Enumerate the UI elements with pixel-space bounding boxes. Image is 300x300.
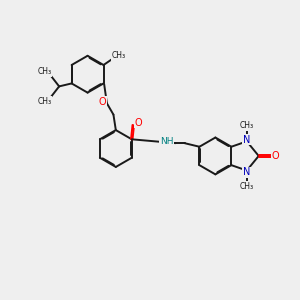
Text: O: O [272, 151, 279, 161]
Text: O: O [135, 118, 142, 128]
Text: NH: NH [160, 137, 173, 146]
Text: N: N [242, 135, 250, 145]
Text: N: N [242, 167, 250, 177]
Text: CH₃: CH₃ [37, 67, 51, 76]
Text: O: O [98, 97, 106, 107]
Text: CH₃: CH₃ [240, 182, 254, 191]
Text: CH₃: CH₃ [111, 51, 125, 60]
Text: CH₃: CH₃ [240, 121, 254, 130]
Text: CH₃: CH₃ [37, 97, 51, 106]
